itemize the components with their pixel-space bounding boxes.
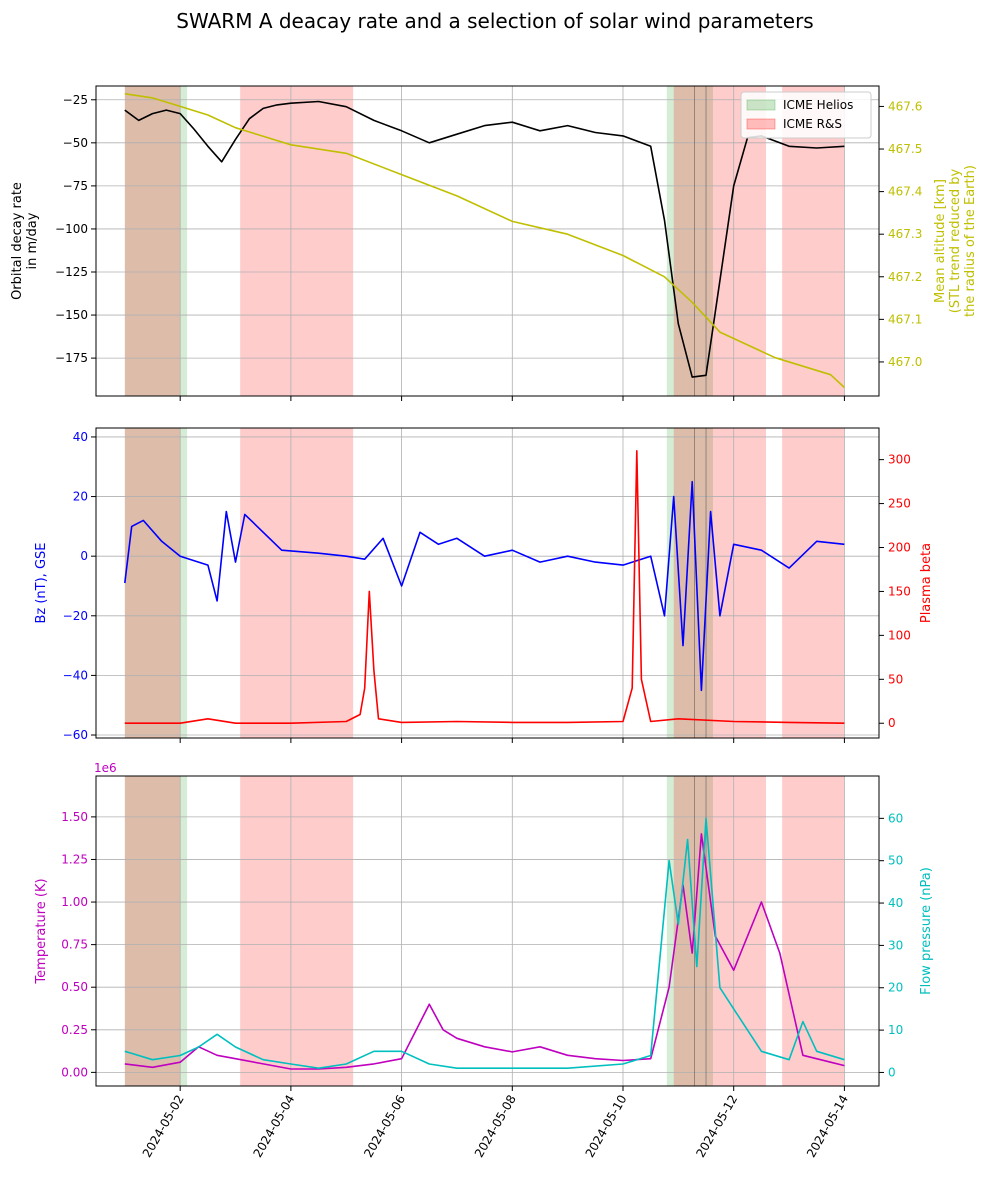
- right-tick-label: 467.5: [888, 142, 922, 156]
- legend-label: ICME R&S: [783, 117, 842, 131]
- right-axis-label: (STL trend reduced by: [948, 168, 963, 313]
- right-tick-label: 250: [888, 497, 911, 511]
- legend-box: [740, 91, 872, 139]
- left-tick-label: 20: [73, 490, 88, 504]
- right-tick-label: 467.3: [888, 227, 922, 241]
- left-tick-label: −125: [55, 265, 88, 279]
- right-axis-label: the radius of the Earth): [963, 165, 978, 317]
- series-line-altitude: [124, 92, 845, 389]
- span-icme_rs: [124, 86, 181, 396]
- panel-top: −175 −150 −125 −100 −75 −50 −25 467.0 467.1 467.2…: [10, 85, 978, 401]
- left-tick-label: −50: [63, 136, 88, 150]
- series-line-pressure: [124, 817, 845, 1069]
- right-tick-label: 40: [888, 896, 903, 910]
- panel-bottom: 2024-05-02 2024-05-04 2024-05-06 2024-05-08…: [34, 761, 934, 1160]
- panels: −175 −150 −125 −100 −75 −50 −25 467.0 467.1 467.2…: [10, 85, 978, 1160]
- left-tick-label: −25: [63, 93, 88, 107]
- span-icme_rs: [124, 776, 181, 1086]
- right-tick-label: 467.2: [888, 270, 922, 284]
- x-tick-label: 2024-05-14: [804, 1093, 851, 1160]
- panel-middle: −60 −40 −20 0 20 40 0 50 100 150 200 250 300 Bz (nT),…: [34, 427, 934, 743]
- axes-frame: [95, 85, 880, 397]
- span-icme_rs: [240, 776, 354, 1086]
- left-tick-label: −75: [63, 179, 88, 193]
- left-tick-label: −175: [55, 351, 88, 365]
- left-tick-label: 0.25: [61, 1023, 88, 1037]
- span-icme_helios: [124, 86, 188, 396]
- right-tick-label: 0: [888, 716, 896, 730]
- right-tick-label: 467.0: [888, 355, 922, 369]
- left-tick-label: 1.50: [61, 810, 88, 824]
- span-icme_helios: [124, 428, 188, 738]
- legend-label: ICME Helios: [783, 98, 853, 112]
- span-icme_rs: [782, 428, 845, 738]
- axes-frame: [95, 775, 880, 1087]
- span-icme_rs: [782, 776, 845, 1086]
- right-tick-label: 467.6: [888, 99, 922, 113]
- right-axis-label: Flow pressure (nPa): [919, 867, 934, 995]
- x-tick-label: 2024-05-12: [693, 1093, 740, 1160]
- span-icme_helios: [666, 428, 713, 738]
- span-icme_helios: [124, 776, 188, 1086]
- left-tick-label: 0.50: [61, 980, 88, 994]
- right-tick-label: 467.1: [888, 312, 922, 326]
- right-tick-label: 50: [888, 854, 903, 868]
- left-axis-label: Temperature (K): [34, 878, 49, 984]
- right-tick-label: 50: [888, 672, 903, 686]
- left-tick-label: 1.00: [61, 895, 88, 909]
- left-axis-label: in m/day: [25, 212, 40, 269]
- x-tick-label: 2024-05-06: [361, 1093, 408, 1160]
- right-axis-label: Plasma beta: [919, 543, 934, 623]
- span-icme_rs: [240, 86, 354, 396]
- right-tick-label: 0: [888, 1065, 896, 1079]
- span-icme_helios: [666, 86, 713, 396]
- span-icme_rs: [124, 428, 181, 738]
- left-tick-label: 40: [73, 430, 88, 444]
- left-tick-label: −20: [63, 609, 88, 623]
- left-tick-label: 1.25: [61, 852, 88, 866]
- figure-title: SWARM A deacay rate and a selection of s…: [176, 9, 813, 33]
- left-tick-label: −60: [63, 728, 88, 742]
- x-tick-label: 2024-05-08: [472, 1093, 519, 1160]
- left-axis-offset: 1e6: [94, 761, 117, 775]
- right-tick-label: 10: [888, 1023, 903, 1037]
- series-line-bz: [124, 480, 845, 692]
- axes-frame: [95, 427, 880, 739]
- span-icme_rs: [673, 428, 766, 738]
- right-tick-label: 100: [888, 628, 911, 642]
- legend-swatch: [746, 118, 776, 130]
- left-axis-label: Bz (nT), GSE: [34, 542, 49, 623]
- right-axis-label: Mean altitude [km]: [933, 179, 948, 303]
- left-tick-label: 0.75: [61, 938, 88, 952]
- left-tick-label: 0: [80, 549, 88, 563]
- left-tick-label: −150: [55, 308, 88, 322]
- right-tick-label: 150: [888, 584, 911, 598]
- span-icme_rs: [673, 776, 766, 1086]
- left-tick-label: 0.00: [61, 1065, 88, 1079]
- x-tick-label: 2024-05-10: [583, 1093, 630, 1160]
- series-line-temperature: [124, 833, 845, 1070]
- right-tick-label: 300: [888, 453, 911, 467]
- series-line-decay: [124, 100, 845, 378]
- series-line-beta: [124, 449, 845, 725]
- left-tick-label: −40: [63, 668, 88, 682]
- left-tick-label: −100: [55, 222, 88, 236]
- right-tick-label: 30: [888, 938, 903, 952]
- legend: ICME Helios ICME R&S: [740, 91, 872, 139]
- right-tick-label: 467.4: [888, 185, 922, 199]
- right-tick-label: 20: [888, 981, 903, 995]
- left-axis-label: Orbital decay rate: [10, 182, 25, 300]
- right-tick-label: 60: [888, 811, 903, 825]
- x-tick-label: 2024-05-04: [250, 1093, 297, 1160]
- span-icme_rs: [240, 428, 354, 738]
- legend-swatch: [746, 99, 776, 111]
- right-tick-label: 200: [888, 541, 911, 555]
- x-tick-label: 2024-05-02: [140, 1093, 187, 1160]
